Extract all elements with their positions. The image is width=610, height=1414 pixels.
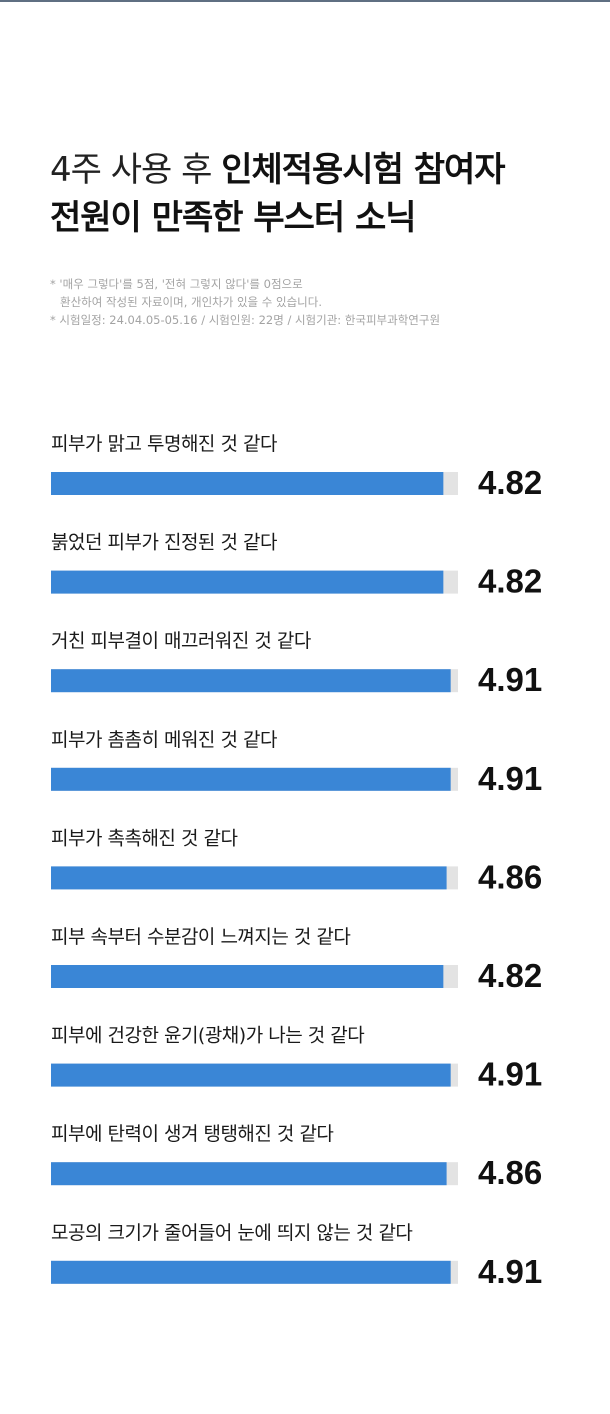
category-label: 피부가 촉촉해진 것 같다	[51, 827, 237, 849]
bar	[51, 1162, 447, 1186]
category-label: 피부가 촘촘히 메워진 것 같다	[51, 729, 277, 751]
value-label: 4.91	[478, 661, 542, 698]
heading-bold-text: 인체적용시험 참여자	[221, 150, 505, 190]
category-label: 모공의 크기가 줄어들어 눈에 띄지 않는 것 같다	[51, 1222, 412, 1244]
bar	[51, 965, 444, 988]
footnote-scale-cont: 환산하여 작성된 자료이며, 개인차가 있을 수 있습니다.	[60, 295, 323, 309]
category-label: 거친 피부결이 매끄러워진 것 같다	[51, 630, 311, 652]
category-label: 피부가 맑고 투명해진 것 같다	[51, 433, 277, 455]
category-label: 피부에 건강한 윤기(광채)가 나는 것 같다	[51, 1025, 364, 1047]
top-divider-line	[0, 0, 610, 2]
page-heading: 4주 사용 후 인체적용시험 참여자 전원이 만족한 부스터 소닉	[50, 146, 590, 242]
footnote-test-info: * 시험일정: 24.04.05-05.16 / 시험인원: 22명 / 시험기…	[50, 313, 441, 327]
category-label: 붉었던 피부가 진정된 것 같다	[51, 532, 277, 554]
bar	[51, 866, 447, 890]
footnote-scale: * '매우 그렇다'를 5점, '전혀 그렇지 않다'를 0점으로	[50, 277, 303, 291]
value-label: 4.86	[478, 1154, 542, 1191]
value-label: 4.86	[478, 858, 542, 895]
bar	[51, 1260, 451, 1284]
bar	[51, 472, 444, 495]
value-label: 4.91	[478, 1056, 542, 1093]
value-label: 4.82	[478, 464, 542, 501]
value-label: 4.91	[478, 1253, 542, 1290]
bar	[51, 1063, 451, 1087]
footnotes: * '매우 그렇다'를 5점, '전혀 그렇지 않다'를 0점으로 환산하여 작…	[50, 275, 570, 329]
bar	[51, 669, 451, 693]
value-label: 4.82	[478, 563, 542, 600]
value-label: 4.82	[478, 957, 542, 994]
heading-line-1: 4주 사용 후 인체적용시험 참여자	[50, 146, 590, 194]
heading-light-text: 4주 사용 후	[50, 150, 222, 190]
heading-line-2: 전원이 만족한 부스터 소닉	[50, 198, 417, 238]
bar	[51, 570, 444, 594]
category-label: 피부에 탄력이 생겨 탱탱해진 것 같다	[51, 1123, 333, 1145]
value-label: 4.91	[478, 760, 542, 797]
bar	[51, 767, 451, 791]
category-label: 피부 속부터 수분감이 느껴지는 것 같다	[51, 926, 350, 948]
